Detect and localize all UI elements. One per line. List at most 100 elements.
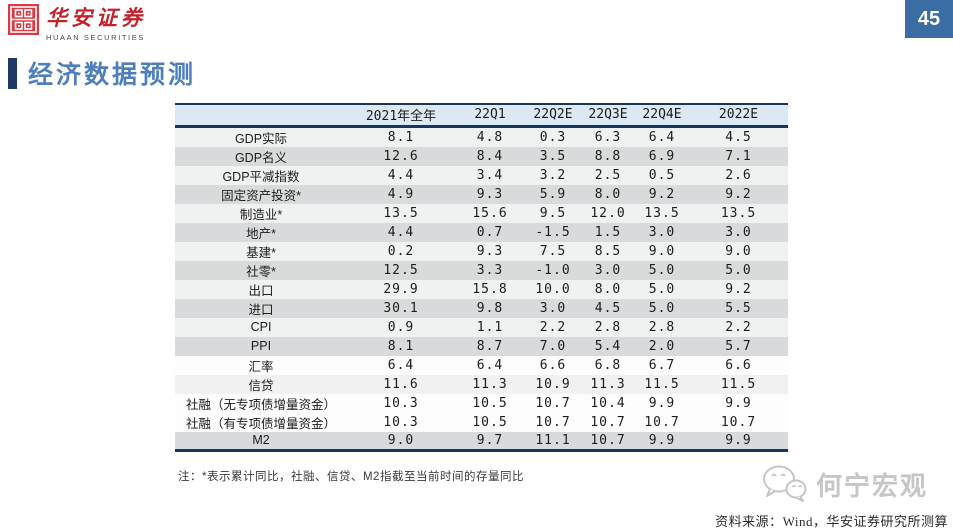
value-cell: 9.5 bbox=[539, 205, 567, 221]
row-label: GDP平减指数 bbox=[222, 169, 300, 184]
row-label: 汇率 bbox=[248, 359, 274, 374]
row-label: GDP名义 bbox=[234, 150, 288, 165]
column-header: 2021年全年 bbox=[365, 109, 437, 125]
value-cell: 12.0 bbox=[590, 205, 626, 221]
title-row: 经济数据预测 bbox=[8, 55, 196, 91]
brand-text-block: 华安证券 HUAAN SECURITIES bbox=[46, 2, 146, 42]
value-cell: 9.9 bbox=[725, 395, 752, 411]
value-cell: 9.9 bbox=[725, 432, 752, 448]
column-header: 22Q4E bbox=[642, 107, 682, 123]
value-cell: 10.7 bbox=[590, 414, 626, 430]
value-cell: 8.0 bbox=[594, 186, 622, 202]
watermark-text: 何宁宏观 bbox=[816, 470, 929, 501]
value-cell: 6.3 bbox=[594, 129, 622, 145]
value-cell: 8.8 bbox=[594, 148, 622, 164]
value-cell: 9.0 bbox=[648, 243, 676, 259]
value-cell: 10.7 bbox=[535, 395, 571, 411]
value-cell: 6.4 bbox=[387, 357, 415, 373]
value-cell: 9.2 bbox=[725, 186, 752, 202]
value-cell: 10.7 bbox=[720, 414, 757, 430]
value-cell: 9.8 bbox=[476, 300, 504, 316]
value-cell: 8.1 bbox=[387, 338, 415, 354]
value-cell: 4.4 bbox=[387, 224, 415, 240]
value-cell: 3.5 bbox=[539, 148, 567, 164]
value-cell: 10.5 bbox=[472, 414, 508, 430]
value-cell: 4.4 bbox=[387, 167, 415, 183]
value-cell: 9.0 bbox=[725, 243, 752, 259]
row-label: 进口 bbox=[248, 302, 274, 317]
value-cell: 3.0 bbox=[539, 300, 567, 316]
value-cell: 9.2 bbox=[725, 281, 752, 297]
value-cell: 15.6 bbox=[472, 205, 508, 221]
column-header bbox=[175, 104, 347, 126]
value-cell: 3.0 bbox=[725, 224, 752, 240]
row-label: 地产* bbox=[246, 226, 276, 241]
value-cell: 9.7 bbox=[476, 432, 504, 448]
value-cell: 12.5 bbox=[383, 262, 419, 278]
value-cell: 5.9 bbox=[539, 186, 567, 202]
watermark: 何宁宏观 bbox=[760, 464, 928, 504]
table-footnote: 注：*表示累计同比，社融、信贷、M2指截至当前时间的存量同比 bbox=[178, 471, 524, 483]
value-cell: 10.7 bbox=[590, 432, 626, 448]
row-label: 制造业* bbox=[239, 207, 283, 222]
value-cell: 3.2 bbox=[539, 167, 567, 183]
value-cell: 13.5 bbox=[383, 205, 419, 221]
table-row: 地产* 4.4 0.7 -1.5 1.5 3.0 3.0 bbox=[175, 222, 788, 242]
column-header: 22Q1 bbox=[474, 107, 506, 123]
table-row: GDP实际 8.1 4.8 0.3 6.3 6.4 4.5 bbox=[175, 126, 788, 147]
table-row: 社融（有专项债增量资金） 10.3 10.5 10.7 10.7 10.7 10.7 bbox=[175, 412, 788, 432]
value-cell: -1.0 bbox=[535, 262, 571, 278]
row-label: M2 bbox=[252, 433, 270, 448]
value-cell: 15.8 bbox=[472, 281, 508, 297]
table-row: 社融（无专项债增量资金） 10.3 10.5 10.7 10.4 9.9 9.9 bbox=[175, 393, 788, 413]
value-cell: 8.1 bbox=[387, 129, 415, 145]
table-row: CPI 0.9 1.1 2.2 2.8 2.8 2.2 bbox=[175, 317, 788, 337]
value-cell: 4.5 bbox=[725, 129, 752, 145]
value-cell: 2.0 bbox=[648, 338, 676, 354]
value-cell: 5.0 bbox=[648, 281, 676, 297]
value-cell: 10.7 bbox=[644, 414, 680, 430]
value-cell: 3.0 bbox=[594, 262, 622, 278]
page-number-badge: 45 bbox=[905, 0, 953, 38]
huaan-logo-glyph bbox=[8, 4, 39, 35]
value-cell: 9.9 bbox=[648, 432, 676, 448]
value-cell: 4.8 bbox=[476, 129, 504, 145]
value-cell: 7.5 bbox=[539, 243, 567, 259]
value-cell: 1.5 bbox=[594, 224, 622, 240]
value-cell: 0.9 bbox=[387, 319, 415, 335]
value-cell: 10.5 bbox=[472, 395, 508, 411]
huaan-logo-icon bbox=[8, 4, 39, 35]
table-body: GDP实际 8.1 4.8 0.3 6.3 6.4 4.5 GDP名义 12.6 8.4 3.5 8.… bbox=[175, 126, 788, 451]
table-row: PPI 8.1 8.7 7.0 5.4 2.0 5.7 bbox=[175, 336, 788, 356]
source-line: 资料来源：Wind，华安证券研究所测算 bbox=[715, 514, 948, 529]
brand-name-en: HUAAN SECURITIES bbox=[46, 33, 145, 42]
table-row: 进口 30.1 9.8 3.0 4.5 5.0 5.5 bbox=[175, 298, 788, 318]
row-label: 社融（有专项债增量资金） bbox=[185, 416, 336, 431]
row-label: 基建* bbox=[246, 245, 276, 260]
value-cell: 9.2 bbox=[648, 186, 676, 202]
table-row: 汇率 6.4 6.4 6.6 6.8 6.7 6.6 bbox=[175, 355, 788, 375]
table-row: 信贷 11.6 11.3 10.9 11.3 11.5 11.5 bbox=[175, 374, 788, 394]
value-cell: 8.5 bbox=[594, 243, 622, 259]
table-row: GDP平减指数 4.4 3.4 3.2 2.5 0.5 2.6 bbox=[175, 165, 788, 185]
value-cell: 11.3 bbox=[472, 376, 508, 392]
column-header: 22Q3E bbox=[588, 107, 628, 123]
value-cell: 2.2 bbox=[725, 319, 752, 335]
value-cell: 6.9 bbox=[648, 148, 676, 164]
value-cell: 11.6 bbox=[383, 376, 419, 392]
value-cell: 11.1 bbox=[535, 432, 571, 448]
value-cell: 2.5 bbox=[594, 167, 622, 183]
value-cell: 2.2 bbox=[539, 319, 567, 335]
value-cell: 11.5 bbox=[720, 376, 757, 392]
table-row: 出口 29.9 15.8 10.0 8.0 5.0 9.2 bbox=[175, 279, 788, 299]
value-cell: 9.3 bbox=[476, 186, 504, 202]
value-cell: 1.1 bbox=[476, 319, 504, 335]
value-cell: 0.3 bbox=[539, 129, 567, 145]
value-cell: 5.0 bbox=[648, 262, 676, 278]
value-cell: 10.0 bbox=[535, 281, 571, 297]
value-cell: 7.0 bbox=[539, 338, 567, 354]
value-cell: 10.3 bbox=[383, 395, 419, 411]
value-cell: 10.9 bbox=[535, 376, 571, 392]
value-cell: 6.6 bbox=[539, 357, 567, 373]
table-row: 基建* 0.2 9.3 7.5 8.5 9.0 9.0 bbox=[175, 241, 788, 261]
